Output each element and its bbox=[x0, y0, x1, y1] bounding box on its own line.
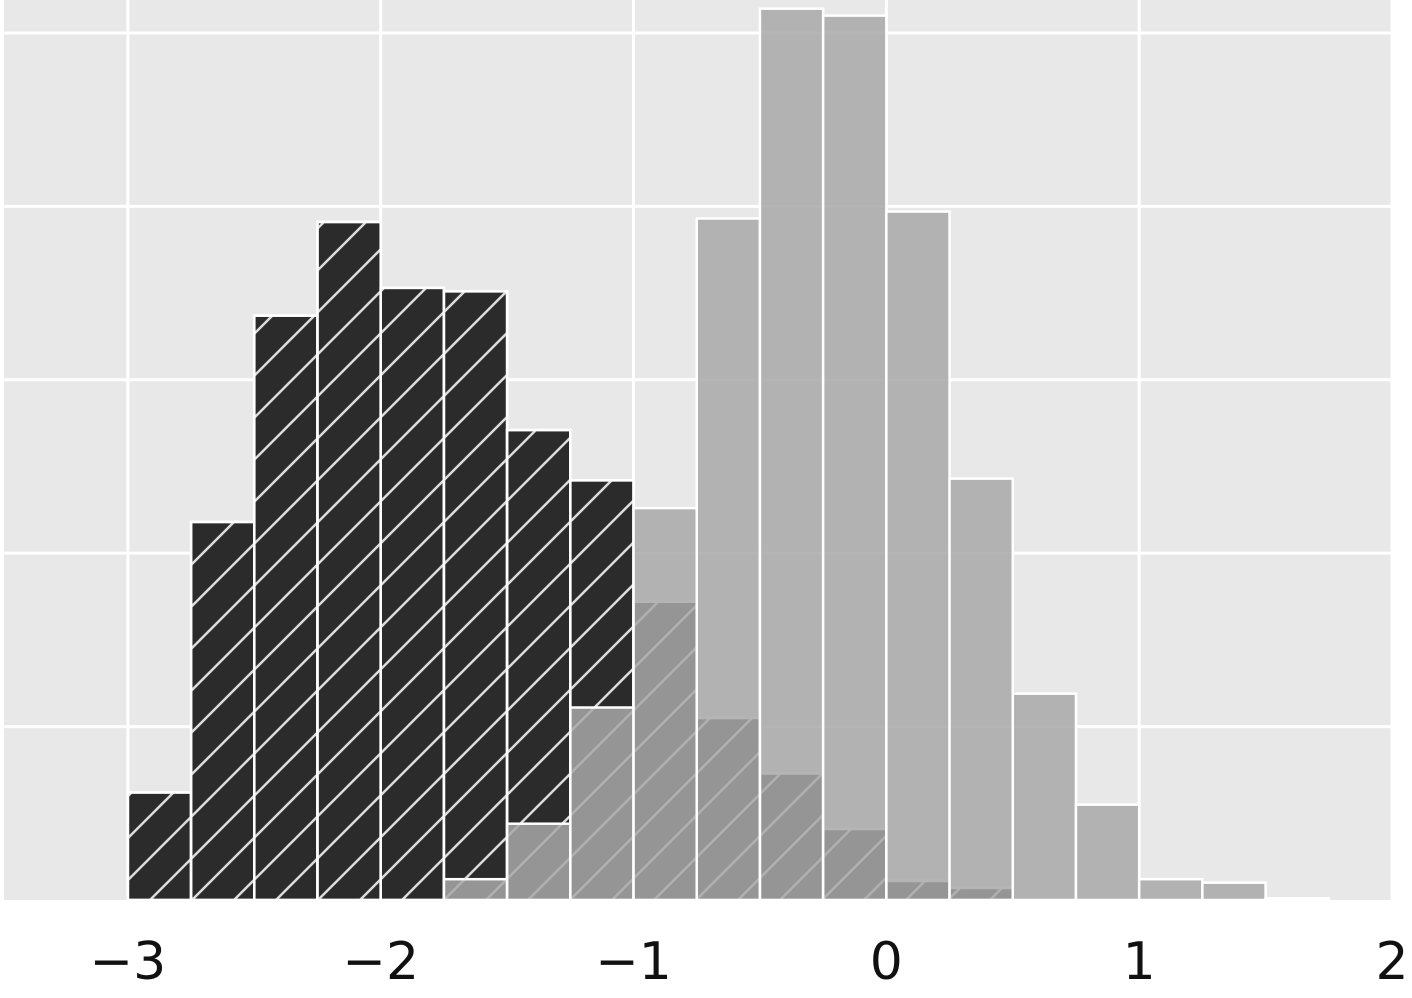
bar-hatch bbox=[379, 286, 446, 902]
bar bbox=[632, 506, 698, 902]
bar bbox=[885, 210, 951, 902]
bar bbox=[1264, 897, 1331, 902]
bar bbox=[442, 877, 509, 902]
x-tick-label: −1 bbox=[595, 932, 672, 992]
bar bbox=[505, 822, 572, 902]
bar bbox=[1074, 803, 1141, 902]
bar bbox=[1011, 692, 1078, 902]
bar-hatch bbox=[442, 290, 509, 902]
bar bbox=[1137, 877, 1204, 902]
x-tick-label: −2 bbox=[342, 932, 419, 992]
bar bbox=[821, 14, 888, 902]
bar-hatch bbox=[253, 314, 319, 902]
bar-hatch bbox=[189, 520, 256, 902]
x-tick-label: −3 bbox=[90, 932, 167, 992]
x-tick-label: 2 bbox=[1375, 932, 1408, 992]
bar bbox=[1201, 881, 1267, 902]
bar bbox=[758, 7, 825, 902]
bar bbox=[948, 477, 1015, 902]
x-tick-label: 0 bbox=[870, 932, 903, 992]
x-tick-label: 1 bbox=[1123, 932, 1156, 992]
bar bbox=[569, 706, 635, 902]
bar-hatch bbox=[505, 428, 572, 902]
bar-hatch bbox=[316, 220, 382, 902]
bar-hatch bbox=[126, 791, 193, 902]
bar bbox=[695, 217, 762, 902]
